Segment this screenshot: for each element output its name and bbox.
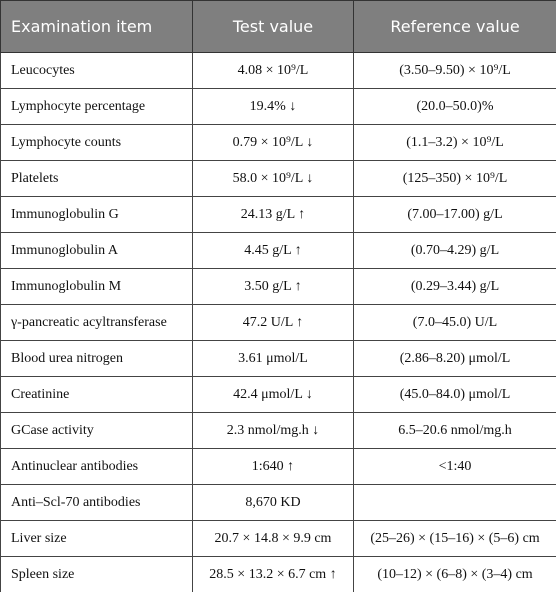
table-cell: Lymphocyte percentage [0,88,193,125]
header-cell: Reference value [353,0,556,53]
table-row: Spleen size 28.5 × 13.2 × 6.7 cm ↑ (10–12)… [0,556,556,592]
table-cell: γ-pancreatic acyltransferase [0,304,193,341]
table-cell: (7.00–17.00) g/L [353,196,556,233]
table-cell: 24.13 g/L ↑ [192,196,354,233]
table-cell: GCase activity [0,412,193,449]
table-cell: 1:640 ↑ [192,448,354,485]
table-cell: 2.3 nmol/mg.h ↓ [192,412,354,449]
table-cell: 42.4 μmol/L ↓ [192,376,354,413]
table-cell: 28.5 × 13.2 × 6.7 cm ↑ [192,556,354,592]
table-cell: 4.08 × 10⁹/L [192,52,354,89]
table-cell: <1:40 [353,448,556,485]
table-cell: (125–350) × 10⁹/L [353,160,556,197]
table-cell: (0.70–4.29) g/L [353,232,556,269]
table-row: Leucocytes 4.08 × 10⁹/L (3.50–9.50) × 10⁹/… [0,52,556,89]
table-row: Immunoglobulin M 3.50 g/L ↑ (0.29–3.44) g/… [0,268,556,305]
table-cell: Antinuclear antibodies [0,448,193,485]
table-cell: Immunoglobulin M [0,268,193,305]
header-cell: Examination item [0,0,193,53]
table-cell: Platelets [0,160,193,197]
table-row: Immunoglobulin A 4.45 g/L ↑ (0.70–4.29) g/… [0,232,556,269]
table-cell: (0.29–3.44) g/L [353,268,556,305]
table-cell: Creatinine [0,376,193,413]
table-row: Antinuclear antibodies 1:640 ↑ <1:40 [0,448,556,485]
table-body: Leucocytes 4.08 × 10⁹/L (3.50–9.50) × 10⁹/… [0,52,556,592]
table-row: Lymphocyte counts 0.79 × 10⁹/L ↓ (1.1–3.2)… [0,124,556,161]
header-row: Examination item Test value Reference valu… [0,0,556,53]
table-cell: Anti–Scl-70 antibodies [0,484,193,521]
table-cell: (2.86–8.20) μmol/L [353,340,556,377]
table-cell: 19.4% ↓ [192,88,354,125]
table-cell: 3.50 g/L ↑ [192,268,354,305]
table-cell: (1.1–3.2) × 10⁹/L [353,124,556,161]
table-row: Immunoglobulin G 24.13 g/L ↑ (7.00–17.00) … [0,196,556,233]
table-cell: 47.2 U/L ↑ [192,304,354,341]
table-row: Creatinine 42.4 μmol/L ↓ (45.0–84.0) μmol/… [0,376,556,413]
table-cell: 3.61 μmol/L [192,340,354,377]
table-cell: 8,670 KD [192,484,354,521]
table-cell: (3.50–9.50) × 10⁹/L [353,52,556,89]
table-row: GCase activity 2.3 nmol/mg.h ↓ 6.5–20.6 nm… [0,412,556,449]
empty-cell [353,484,556,521]
table-cell: (7.0–45.0) U/L [353,304,556,341]
table-row: Anti–Scl-70 antibodies 8,670 KD [0,484,556,521]
table-cell: (45.0–84.0) μmol/L [353,376,556,413]
table-cell: Liver size [0,520,193,557]
table-cell: 6.5–20.6 nmol/mg.h [353,412,556,449]
table-cell: Spleen size [0,556,193,592]
table-cell: (25–26) × (15–16) × (5–6) cm [353,520,556,557]
table-row: Liver size 20.7 × 14.8 × 9.9 cm (25–26) × … [0,520,556,557]
table-cell: Lymphocyte counts [0,124,193,161]
table-cell: 58.0 × 10⁹/L ↓ [192,160,354,197]
table-row: γ-pancreatic acyltransferase 47.2 U/L ↑ (7… [0,304,556,341]
table-row: Blood urea nitrogen 3.61 μmol/L (2.86–8.20… [0,340,556,377]
table-cell: (20.0–50.0)% [353,88,556,125]
table-cell: 0.79 × 10⁹/L ↓ [192,124,354,161]
table-cell: 20.7 × 14.8 × 9.9 cm [192,520,354,557]
table-cell: Immunoglobulin A [0,232,193,269]
table-cell: Leucocytes [0,52,193,89]
table-cell: Immunoglobulin G [0,196,193,233]
table-row: Platelets 58.0 × 10⁹/L ↓ (125–350) × 10⁹/L [0,160,556,197]
header-cell: Test value [192,0,354,53]
table-row: Lymphocyte percentage 19.4% ↓ (20.0–50.0)% [0,88,556,125]
table-cell: (10–12) × (6–8) × (3–4) cm [353,556,556,592]
table-cell: 4.45 g/L ↑ [192,232,354,269]
table-cell: Blood urea nitrogen [0,340,193,377]
